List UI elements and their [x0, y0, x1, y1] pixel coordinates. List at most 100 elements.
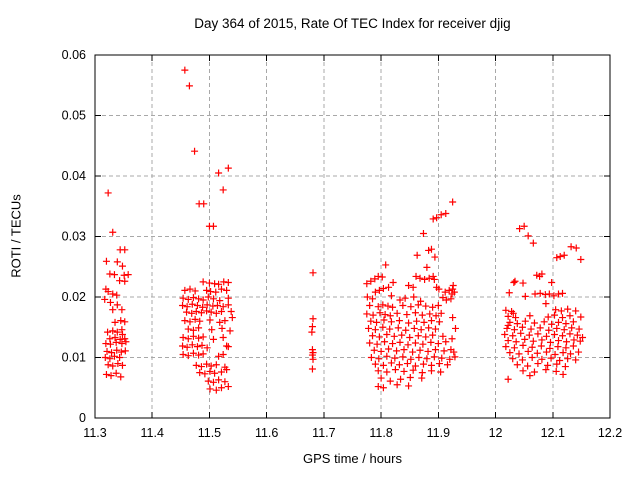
data-point: [377, 347, 385, 355]
gridlines: [95, 55, 610, 418]
data-point: [568, 324, 576, 332]
data-point: [363, 293, 371, 301]
data-point: [206, 367, 214, 375]
y-tick-label: 0.02: [62, 290, 86, 304]
data-point: [435, 360, 443, 368]
data-point: [379, 285, 387, 293]
data-point: [363, 280, 371, 288]
data-point: [559, 314, 567, 322]
data-point: [407, 303, 415, 311]
data-point: [409, 366, 417, 374]
data-point: [226, 327, 234, 335]
data-point: [550, 311, 558, 319]
data-point: [203, 307, 211, 315]
data-point: [198, 341, 206, 349]
data-point: [435, 285, 443, 293]
data-point: [409, 348, 417, 356]
data-point: [437, 309, 445, 317]
data-point: [545, 290, 553, 298]
data-point: [559, 349, 567, 357]
data-point: [410, 324, 418, 332]
data-point: [447, 295, 455, 303]
data-point: [116, 335, 124, 343]
data-point: [375, 333, 383, 341]
y-tick-label: 0.03: [62, 230, 86, 244]
tick-labels: 11.3 11.4 11.5 11.6 11.7 11.8 11.9 12 12.1 12.2 0 0…: [62, 48, 623, 440]
data-point: [379, 384, 387, 392]
data-point: [107, 372, 115, 380]
data-point: [366, 339, 374, 347]
data-point: [102, 340, 110, 348]
data-point: [417, 297, 425, 305]
data-point: [371, 326, 379, 334]
data-point: [386, 312, 394, 320]
data-point: [389, 303, 397, 311]
data-point: [445, 286, 453, 294]
data-point: [383, 331, 391, 339]
data-point: [437, 211, 445, 219]
data-point: [186, 318, 194, 326]
data-point: [518, 323, 526, 331]
data-point: [554, 343, 562, 351]
data-point: [448, 335, 456, 343]
data-point: [559, 332, 567, 340]
data-point: [396, 296, 404, 304]
data-point: [524, 347, 532, 355]
x-tick-label: 11.8: [369, 426, 392, 440]
y-tick-label: 0: [79, 411, 86, 425]
data-point: [452, 324, 459, 332]
data-point: [109, 327, 117, 335]
data-point: [566, 330, 574, 338]
data-point: [524, 232, 532, 240]
data-point: [544, 313, 552, 321]
data-point: [577, 255, 585, 263]
data-point: [434, 340, 442, 348]
data-point: [557, 307, 565, 315]
data-point: [425, 324, 433, 332]
data-point: [548, 320, 556, 328]
y-tick-label: 0.05: [62, 109, 86, 123]
data-point: [197, 363, 205, 371]
data-point: [207, 362, 215, 370]
data-point: [389, 278, 397, 286]
data-point: [526, 312, 534, 320]
data-point: [387, 359, 395, 367]
data-point: [367, 277, 375, 285]
data-point: [529, 239, 537, 247]
data-point: [371, 360, 379, 368]
data-point: [215, 376, 223, 384]
data-point: [579, 334, 587, 342]
data-point: [443, 361, 451, 369]
data-point: [223, 342, 231, 350]
data-point: [118, 262, 126, 270]
data-point: [542, 366, 550, 374]
data-point: [515, 350, 523, 358]
data-point: [379, 323, 387, 331]
data-point: [209, 295, 217, 303]
data-point: [121, 335, 129, 343]
x-tick-label: 12: [489, 426, 503, 440]
data-point: [192, 308, 200, 316]
data-point: [553, 324, 561, 332]
data-point: [118, 331, 126, 339]
data-point: [224, 301, 232, 309]
data-point: [536, 324, 544, 332]
data-point: [396, 338, 404, 346]
data-point: [203, 360, 211, 368]
data-point: [556, 357, 564, 365]
data-point: [419, 340, 427, 348]
data-point: [181, 66, 189, 74]
axes: [94, 54, 611, 419]
data-point: [427, 317, 435, 325]
data-point: [387, 318, 395, 326]
data-point: [224, 343, 232, 351]
data-point: [548, 278, 556, 286]
data-point: [422, 302, 430, 310]
data-point: [112, 338, 120, 346]
data-point: [405, 282, 413, 290]
data-point: [199, 278, 207, 286]
data-point: [419, 360, 427, 368]
data-point: [308, 365, 316, 373]
data-point: [205, 279, 213, 287]
data-point: [193, 301, 201, 309]
